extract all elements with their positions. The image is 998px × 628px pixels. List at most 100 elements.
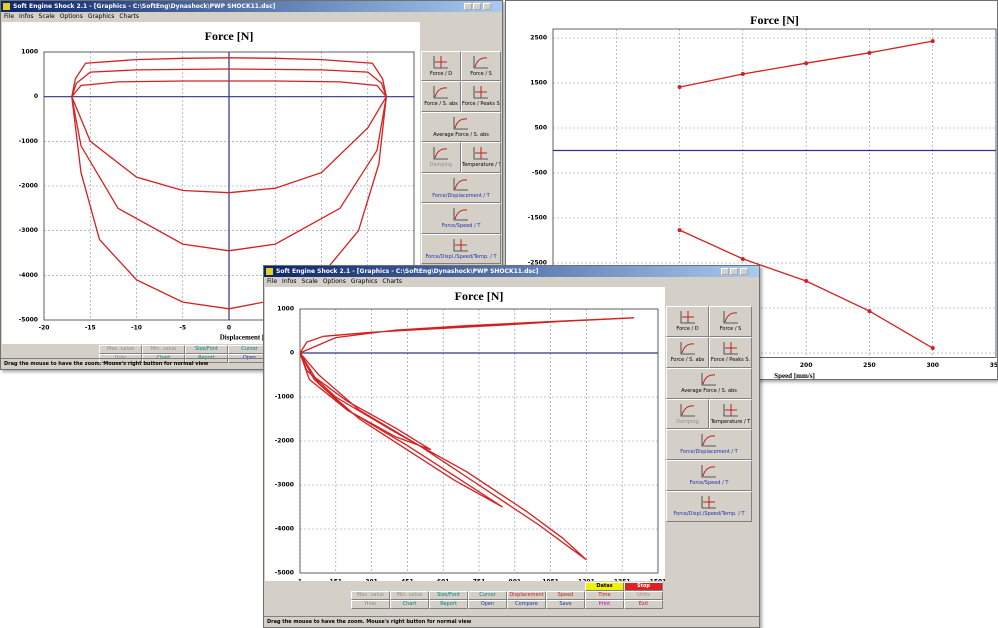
tool-button[interactable]: Force/Speed / T <box>666 460 752 491</box>
tool-label: Temperature / T <box>462 162 500 168</box>
title-bar: Soft Engine Shock 2.1 - [Graphics - C:\S… <box>264 266 759 277</box>
x-tick-label: 250 <box>863 362 876 369</box>
menu-item[interactable]: Charts <box>382 278 402 285</box>
tool-icon <box>679 340 697 356</box>
x-tick-label: 1 <box>298 579 302 582</box>
tool-icon <box>452 115 470 131</box>
menu-item[interactable]: File <box>267 278 277 285</box>
tool-icon <box>679 402 697 418</box>
command-button[interactable]: Max. value <box>99 345 142 354</box>
tool-label: Force / D <box>667 326 708 332</box>
tool-button[interactable]: Force / S. abs <box>421 81 461 111</box>
menu-item[interactable]: Infos <box>19 13 33 20</box>
chart-title: Force [N] <box>455 289 504 303</box>
command-button[interactable]: Save <box>546 600 585 609</box>
tool-button[interactable]: Force / S <box>461 51 501 81</box>
command-button[interactable]: Displacement <box>507 591 546 600</box>
command-button[interactable]: Exit <box>624 600 663 609</box>
x-tick-label: 451 <box>401 579 414 582</box>
tool-button[interactable]: Force / D <box>421 51 461 81</box>
tool-button[interactable]: Damping <box>421 142 461 172</box>
menu-item[interactable]: Infos <box>282 278 296 285</box>
command-button[interactable]: Compare <box>507 600 546 609</box>
data-point <box>678 85 682 89</box>
y-tick-label: 1500 <box>530 80 547 87</box>
tool-label: Average Force / S. abs <box>667 388 751 394</box>
tool-button[interactable]: Damping <box>666 399 709 430</box>
command-button[interactable]: Open <box>468 600 507 609</box>
icon-curve <box>455 180 467 189</box>
data-point <box>867 309 871 313</box>
menu-item[interactable]: Graphics <box>351 278 378 285</box>
menu-item[interactable]: File <box>4 13 14 20</box>
tool-button[interactable]: Force / Peaks S. <box>709 337 752 368</box>
window-control[interactable] <box>483 3 491 10</box>
tool-button[interactable]: Temperature / T <box>461 142 501 172</box>
menu-item[interactable]: Options <box>60 13 83 20</box>
chart: Force [N]1151301451601751901105112011351… <box>265 287 665 581</box>
icon-curve <box>725 313 737 322</box>
tool-button[interactable]: Force/Speed / T <box>421 203 501 233</box>
window-control[interactable] <box>730 268 738 275</box>
y-tick-label: 0 <box>34 93 38 100</box>
window-control[interactable] <box>473 3 481 10</box>
tool-button[interactable]: Force / D <box>666 306 709 337</box>
command-button[interactable]: Speed <box>546 591 585 600</box>
x-tick-label: 901 <box>509 579 522 582</box>
tool-label: Force / S <box>462 71 500 77</box>
tool-label: Damping <box>667 419 708 425</box>
tool-label: Damping <box>422 162 460 168</box>
y-tick-label: 2500 <box>530 35 547 42</box>
command-button[interactable]: Units <box>624 591 663 600</box>
command-button[interactable]: Time <box>585 591 624 600</box>
icon-curve <box>703 496 715 508</box>
x-tick-label: 751 <box>473 579 486 582</box>
command-button[interactable]: Hide <box>351 600 390 609</box>
command-button[interactable]: Size/Font <box>185 345 228 354</box>
tool-button[interactable]: Temperature / T <box>709 399 752 430</box>
tool-label: Force/Speed / T <box>422 223 500 229</box>
tool-button[interactable]: Force/Displ./Speed/Temp. / T <box>421 234 501 264</box>
menu-item[interactable]: Scale <box>39 13 55 20</box>
command-button[interactable]: Max. value <box>351 591 390 600</box>
x-axis-label: Speed [mm/s] <box>774 372 815 380</box>
menu-item[interactable]: Graphics <box>88 13 115 20</box>
tool-button[interactable]: Average Force / S. abs <box>666 368 752 399</box>
tool-icon <box>432 84 450 100</box>
series-line <box>300 318 634 353</box>
command-button[interactable]: Min. value <box>142 345 185 354</box>
tool-icon <box>452 237 470 253</box>
tool-button[interactable]: Force / Peaks S. <box>461 81 501 111</box>
app-icon <box>266 268 273 275</box>
data-point <box>867 51 871 55</box>
tool-button[interactable]: Average Force / S. abs <box>421 112 501 142</box>
tool-button[interactable]: Force / S <box>709 306 752 337</box>
command-button[interactable]: Cursor <box>468 591 507 600</box>
chart-title: Force [N] <box>205 29 254 43</box>
command-button[interactable]: Chart <box>390 600 429 609</box>
window-control[interactable] <box>464 3 472 10</box>
menu-item[interactable]: Charts <box>119 13 139 20</box>
tool-button[interactable]: Force / S. abs <box>666 337 709 368</box>
tool-button[interactable]: Force/Displacement / T <box>421 173 501 203</box>
menu-item[interactable]: Options <box>323 278 346 285</box>
tool-label: Force / D <box>422 71 460 77</box>
menu-item[interactable]: Scale <box>302 278 318 285</box>
icon-curve <box>455 210 467 219</box>
status-flag[interactable]: Datas <box>585 582 624 591</box>
x-tick-label: 200 <box>800 362 813 369</box>
command-button[interactable]: Report <box>429 600 468 609</box>
data-point <box>678 228 682 232</box>
tool-button[interactable]: Force/Displacement / T <box>666 429 752 460</box>
window-control[interactable] <box>740 268 748 275</box>
command-button[interactable]: Size/Font <box>429 591 468 600</box>
y-tick-label: 1000 <box>21 49 38 56</box>
data-point <box>804 61 808 65</box>
tool-label: Force/Displ./Speed/Temp. / T <box>667 511 751 517</box>
x-tick-label: 350 <box>990 362 998 369</box>
command-button[interactable]: Min. value <box>390 591 429 600</box>
tool-button[interactable]: Force/Displ./Speed/Temp. / T <box>666 491 752 522</box>
window-control[interactable] <box>721 268 729 275</box>
status-flag[interactable]: Stop <box>624 582 663 591</box>
command-button[interactable]: Print <box>585 600 624 609</box>
